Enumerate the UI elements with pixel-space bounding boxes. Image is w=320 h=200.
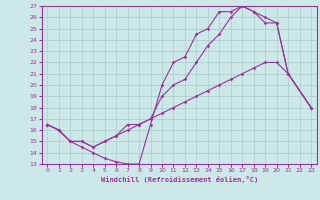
X-axis label: Windchill (Refroidissement éolien,°C): Windchill (Refroidissement éolien,°C) (100, 176, 258, 183)
